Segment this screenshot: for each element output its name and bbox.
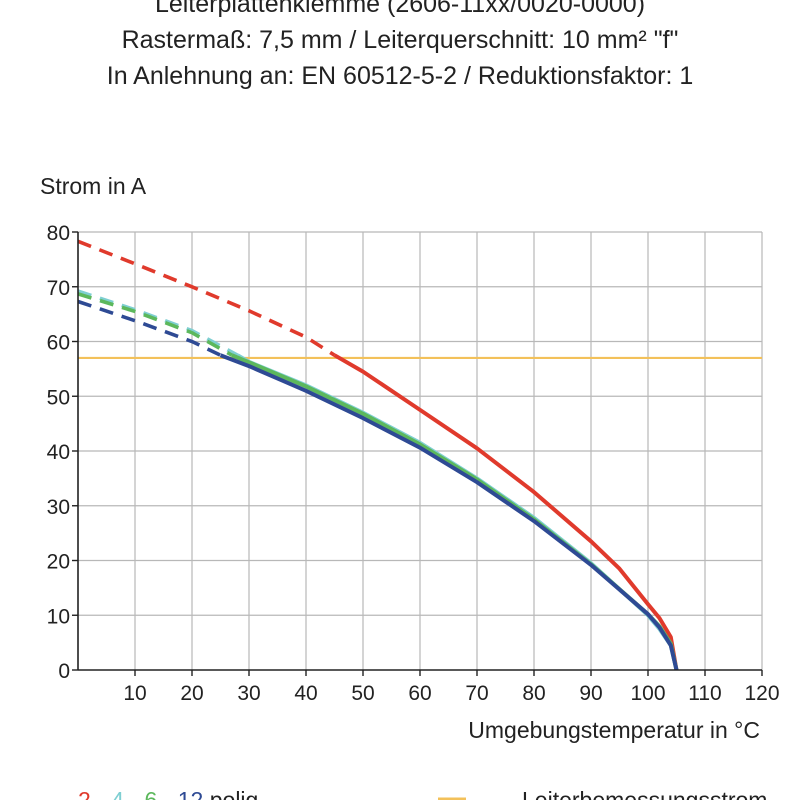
y-tick-label: 80 xyxy=(47,222,70,245)
y-axis-label: Strom in A xyxy=(40,173,147,199)
curve-6-solid xyxy=(231,353,679,671)
x-tick-label: 40 xyxy=(294,682,317,705)
legend-label-2: 2 xyxy=(78,787,91,800)
x-tick-label: 100 xyxy=(630,682,665,705)
curve-4-solid xyxy=(236,353,679,671)
legend-label-12: 12 xyxy=(178,787,204,800)
x-tick-label: 20 xyxy=(180,682,203,705)
x-tick-label: 30 xyxy=(237,682,260,705)
tick-labels: 10 20 30 40 50 60 70 80 90 100 110 120 0 10 20 30 40 50 60… xyxy=(47,222,780,705)
x-tick-label: 60 xyxy=(408,682,431,705)
y-tick-label: 70 xyxy=(47,277,70,300)
title-line-3: In Anlehnung an: EN 60512-5-2 / Reduktio… xyxy=(106,62,694,90)
x-tick-label: 120 xyxy=(744,682,779,705)
curve-4-dashed xyxy=(77,289,239,357)
curve-12-solid xyxy=(219,353,679,671)
y-tick-label: 60 xyxy=(47,332,70,355)
title-line-2: Rastermaß: 7,5 mm / Leiterquerschnitt: 1… xyxy=(121,26,679,54)
curve-2-solid xyxy=(333,353,679,671)
curve-6-dashed xyxy=(77,292,233,357)
x-tick-label: 50 xyxy=(351,682,374,705)
x-axis-label: Umgebungstemperatur in °C xyxy=(468,717,760,743)
curve-2-dashed xyxy=(77,239,336,357)
legend-poles-text: polig xyxy=(210,787,259,800)
x-tick-label: 70 xyxy=(465,682,488,705)
curve-12-dashed xyxy=(77,299,222,357)
legend-poles: 2 - 4 - 6 - 12 polig xyxy=(78,787,258,800)
legend-rated-current-label: Leiterbemessungsstrom xyxy=(522,787,767,800)
y-tick-label: 10 xyxy=(47,605,70,628)
legend-label-4: 4 xyxy=(111,787,124,800)
y-tick-label: 20 xyxy=(47,551,70,574)
legend: 2 - 4 - 6 - 12 polig Leiterbemessungsstr… xyxy=(78,787,767,800)
x-tick-label: 110 xyxy=(688,682,721,705)
y-tick-label: 40 xyxy=(47,441,70,464)
grid-lines xyxy=(78,231,763,670)
title-line-1: Leiterplattenklemme (2606-11xx/0020-0000… xyxy=(154,0,646,18)
axes xyxy=(72,231,763,676)
y-tick-label: 30 xyxy=(47,496,70,519)
chart-titles: Leiterplattenklemme (2606-11xx/0020-0000… xyxy=(0,0,800,94)
x-tick-label: 90 xyxy=(579,682,602,705)
y-tick-label: 50 xyxy=(47,386,70,409)
y-tick-label: 0 xyxy=(58,660,70,683)
x-tick-label: 80 xyxy=(522,682,545,705)
curves xyxy=(77,239,679,671)
x-tick-label: 10 xyxy=(123,682,146,705)
legend-label-6: 6 xyxy=(145,787,158,800)
